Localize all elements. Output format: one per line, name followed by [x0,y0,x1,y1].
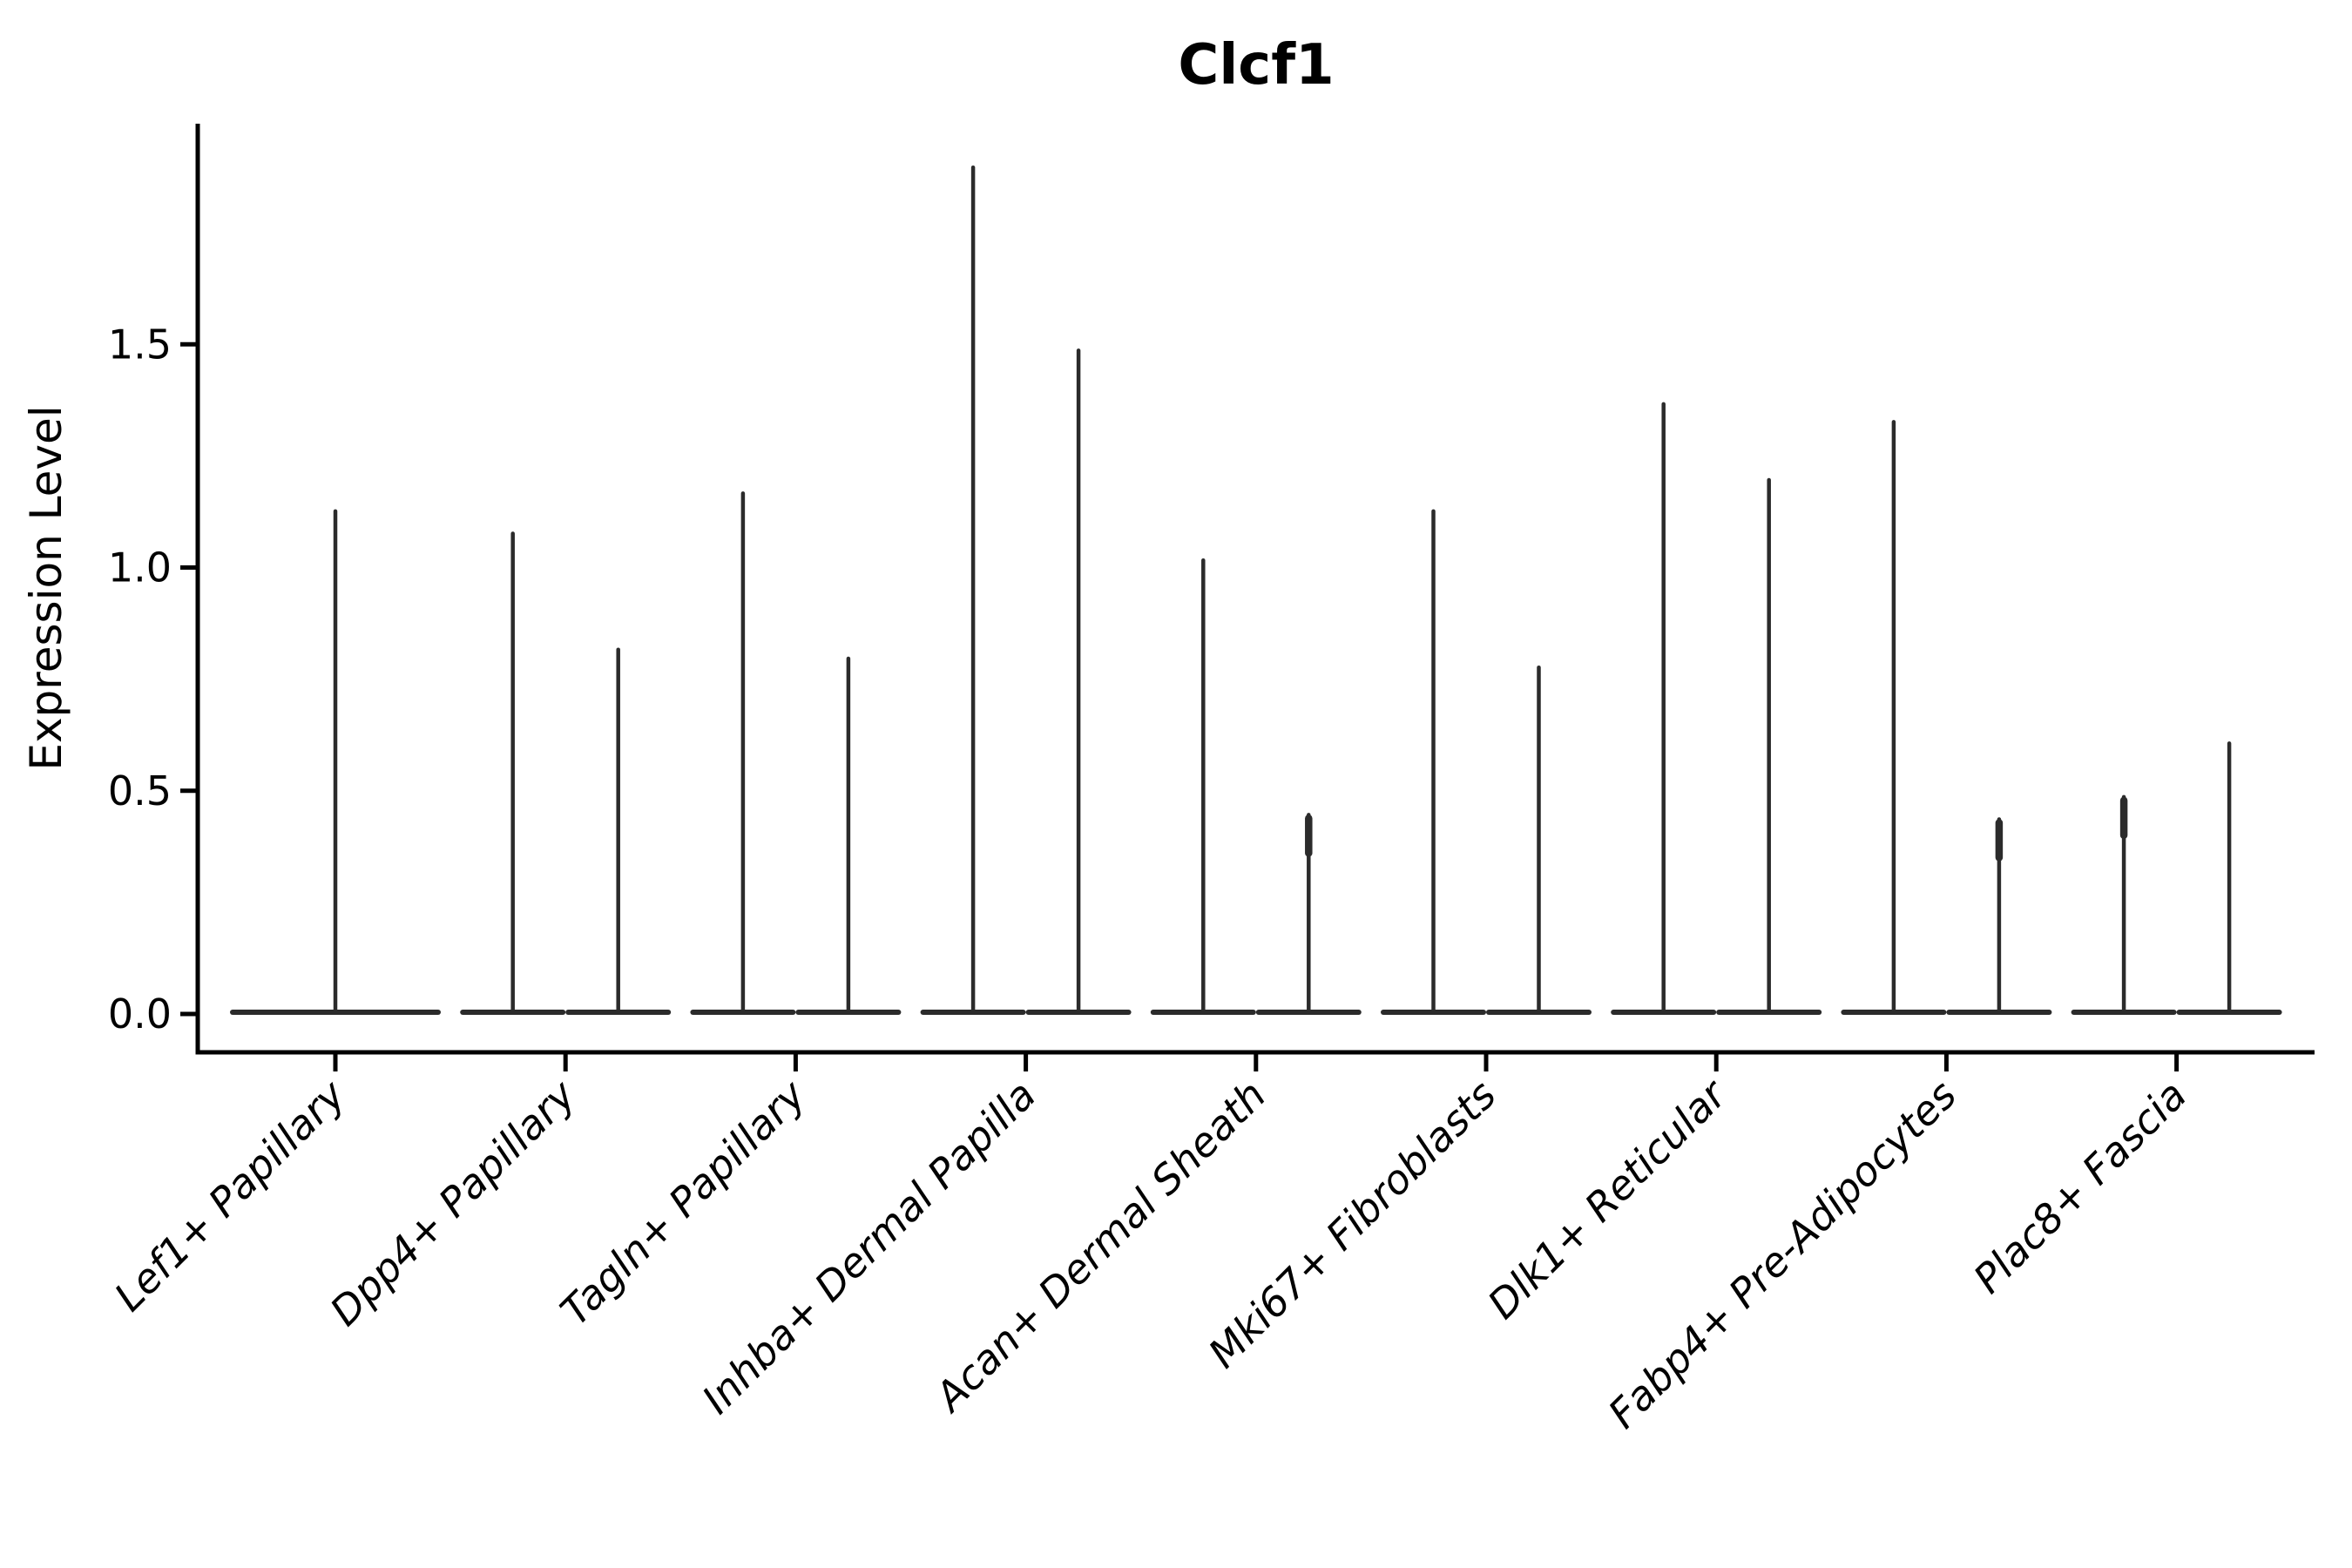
violin [1841,420,1947,1015]
violins [230,166,2282,1015]
x-tick-label: Lef1+ Papillary [105,1071,355,1320]
x-tick-label: Plac8+ Fascia [1964,1071,2195,1302]
violin [1611,402,1717,1015]
y-tick-label: 0.5 [108,767,172,814]
violin [565,647,672,1015]
violin [920,166,1026,1015]
y-tick-label: 0.0 [108,990,172,1037]
violin [795,656,902,1015]
violin [2071,794,2177,1015]
violin [1946,817,2052,1015]
y-tick-label: 1.5 [108,321,172,368]
chart-title: Clcf1 [1178,33,1334,98]
violin [1381,509,1486,1015]
y-tick-label: 1.0 [108,544,172,591]
x-tick-label: Dlk1+ Reticular [1478,1069,1737,1328]
x-tick-label: Tagln+ Papillary [551,1071,815,1335]
violin [1716,477,1822,1015]
x-tick-label: Dpp4+ Papillary [321,1071,585,1335]
y-axis-label: Expression Level [21,405,71,770]
violin [2176,741,2282,1015]
violin [690,491,796,1015]
violin [1486,666,1592,1015]
violin [230,509,441,1015]
violin [1025,348,1132,1015]
violin [1255,813,1362,1015]
violin [460,531,566,1015]
violin [1150,558,1256,1015]
